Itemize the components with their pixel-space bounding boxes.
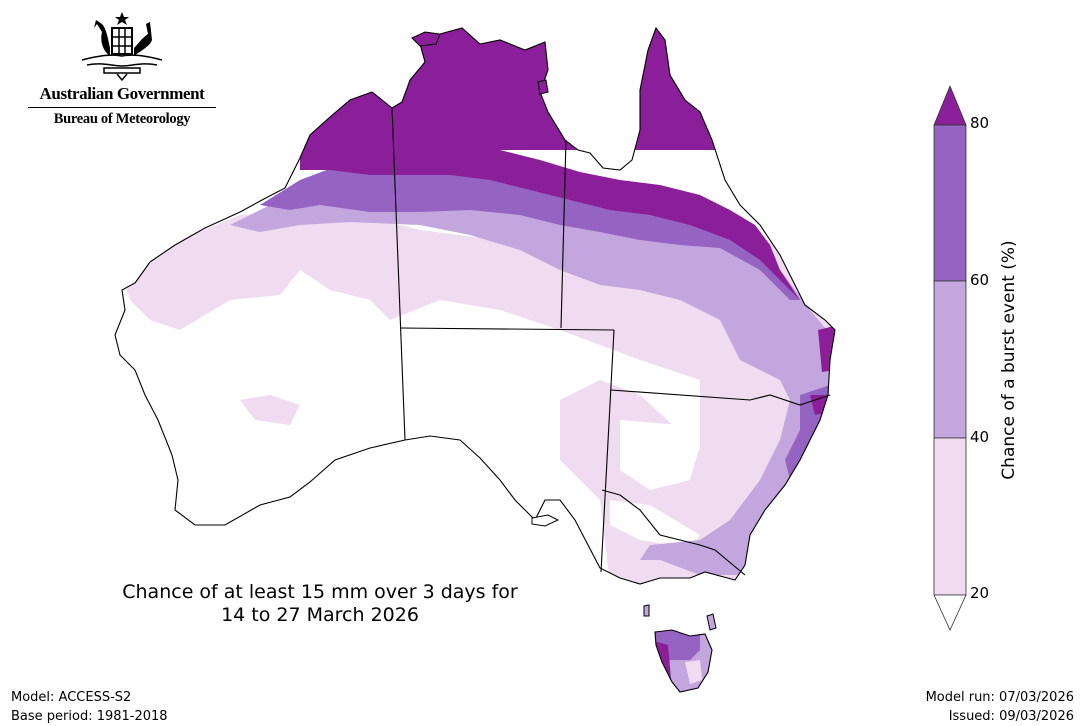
kangaroo-island [531, 514, 560, 527]
map-title-line-2: 14 to 27 March 2026 [221, 604, 419, 626]
issued-date: Issued: 09/03/2026 [948, 709, 1074, 724]
model-run-date: Model run: 07/03/2026 [925, 690, 1074, 705]
colorbar-extend-max [933, 84, 967, 126]
logo-divider [28, 107, 216, 108]
coastline [114, 26, 836, 585]
colorbar-extend-min [933, 594, 967, 631]
colorbar-bin-60-80 [933, 124, 967, 282]
melville-island [411, 31, 441, 47]
model-name: Model: ACCESS-S2 [11, 690, 132, 705]
tasmania-coastline [654, 629, 713, 693]
colorbar-tick-80: 80 [970, 114, 990, 132]
logo-line-bureau-of-meteorology: Bureau of Meteorology [53, 111, 191, 127]
flinders-island [706, 613, 717, 631]
base-period: Base period: 1981-2018 [11, 709, 168, 724]
colorbar-title: Chance of a burst event (%) [999, 240, 1019, 480]
state-borders [391, 107, 831, 576]
tasmania-shading [655, 630, 712, 692]
colorbar [933, 84, 967, 631]
colorbar-bin-40-60 [933, 280, 967, 439]
colorbar-bin-20-40 [933, 437, 967, 596]
colorbar-tick-20: 20 [970, 584, 990, 602]
bom-logo: Australian Government Bureau of Meteorol… [24, 10, 220, 140]
groote-eylandt [537, 79, 549, 95]
colorbar-tick-60: 60 [970, 271, 990, 289]
colorbar-tick-40: 40 [970, 428, 990, 446]
commonwealth-coat-of-arms-icon [81, 12, 163, 82]
issue-info: Model run: 07/03/2026 Issued: 09/03/2026 [926, 688, 1074, 726]
king-island [643, 604, 650, 617]
logo-line-australian-government: Australian Government [39, 84, 205, 103]
map-title: Chance of at least 15 mm over 3 days for… [90, 581, 550, 627]
map-title-line-1: Chance of at least 15 mm over 3 days for [122, 581, 518, 603]
model-info: Model: ACCESS-S2 Base period: 1981-2018 [11, 688, 168, 726]
